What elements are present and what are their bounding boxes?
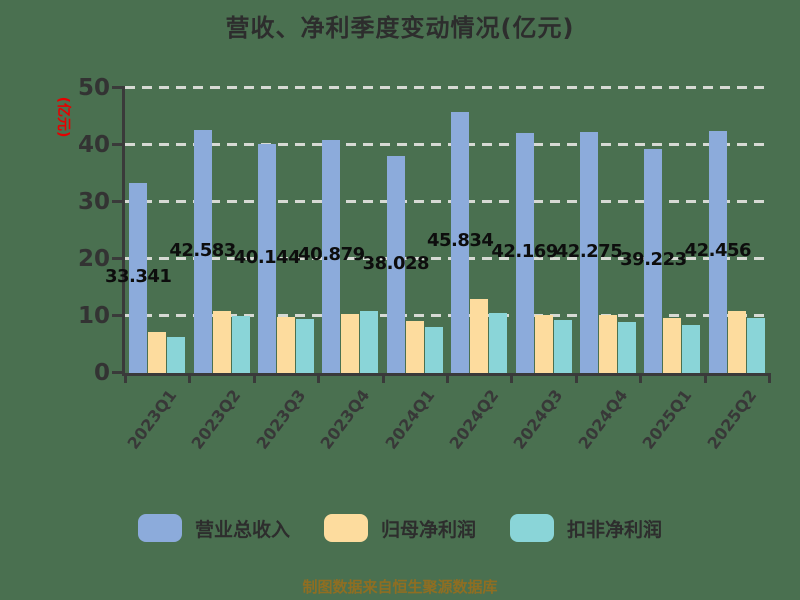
revenue-swatch-icon [137, 514, 182, 542]
x-axis-tick [446, 373, 449, 383]
gridline-30 [125, 200, 769, 203]
x-tick-label-2023Q3: 2023Q3 [252, 386, 310, 453]
legend-item-net-profit[interactable]: 归母净利润 [323, 514, 476, 542]
x-axis-tick [574, 373, 578, 383]
gridline-10 [125, 314, 769, 317]
bar-non-recurring-net-profit-2023Q1 [167, 336, 186, 373]
bar-value-label-2023Q3: 40.144 [233, 246, 301, 268]
bar-net-profit-2025Q2 [727, 310, 746, 373]
bar-value-label-2024Q1: 38.028 [362, 252, 430, 274]
bar-non-recurring-net-profit-2024Q1 [424, 326, 443, 373]
bar-net-profit-2023Q1 [148, 331, 167, 373]
gridline-50 [125, 86, 769, 89]
non-recurring-swatch-icon [510, 514, 554, 542]
y-tick-0 [112, 371, 125, 374]
y-tick-10 [112, 314, 125, 317]
bar-value-label-2024Q2: 45.834 [426, 230, 494, 252]
bar-non-recurring-net-profit-2023Q2 [231, 316, 250, 373]
y-tick-50 [112, 86, 125, 89]
x-tick-label-2023Q1: 2023Q1 [123, 386, 181, 453]
bar-non-recurring-net-profit-2024Q4 [618, 322, 636, 373]
x-tick-label-2023Q4: 2023Q4 [316, 386, 374, 453]
bar-revenue-2024Q2 [451, 111, 470, 373]
y-tick-label-0: 0 [93, 360, 110, 386]
y-tick-label-10: 10 [77, 303, 110, 329]
y-tick-label-30: 30 [77, 189, 110, 215]
bar-net-profit-2023Q4 [341, 313, 360, 373]
gridline-40 [125, 143, 769, 146]
bar-net-profit-2023Q2 [212, 311, 231, 373]
bar-revenue-2023Q4 [322, 140, 341, 373]
bar-revenue-2024Q4 [580, 132, 598, 373]
legend-item-non-recurring[interactable]: 扣非净利润 [510, 514, 662, 542]
net-profit-swatch-icon [323, 514, 368, 542]
chart-legend: 营业总收入 归母净利润 扣非净利润 [0, 514, 800, 542]
bar-net-profit-2024Q1 [405, 320, 424, 373]
legend-item-revenue[interactable]: 营业总收入 [137, 514, 290, 542]
bar-revenue-2023Q2 [193, 130, 212, 373]
legend-label-revenue: 营业总收入 [194, 518, 290, 541]
bar-non-recurring-net-profit-2025Q1 [682, 324, 701, 373]
bar-value-label-2023Q2: 42.583 [169, 239, 236, 261]
x-tick-label-2024Q3: 2024Q3 [509, 386, 567, 453]
bar-non-recurring-net-profit-2024Q2 [489, 312, 508, 373]
x-tick-label-2024Q2: 2024Q2 [445, 386, 503, 453]
bar-revenue-2025Q1 [644, 149, 663, 373]
bar-revenue-2025Q2 [708, 131, 727, 373]
bar-non-recurring-net-profit-2023Q3 [296, 319, 314, 373]
bar-net-profit-2024Q2 [470, 298, 489, 373]
bar-net-profit-2024Q3 [534, 314, 553, 373]
bar-revenue-2023Q3 [258, 144, 276, 373]
x-axis-tick [124, 373, 127, 383]
x-axis-tick [381, 373, 385, 383]
x-tick-label-2025Q1: 2025Q1 [638, 386, 696, 453]
x-axis-tick [768, 373, 771, 383]
bar-net-profit-2024Q4 [599, 315, 617, 373]
chart-title: 营收、净利季度变动情况(亿元) [225, 14, 575, 42]
bar-value-label-2025Q1: 39.223 [620, 249, 687, 271]
gridline-20 [125, 257, 769, 260]
bar-net-profit-2023Q3 [277, 316, 295, 373]
x-tick-label-2024Q1: 2024Q1 [381, 386, 438, 453]
x-tick-label-2024Q4: 2024Q4 [574, 386, 632, 453]
x-axis-tick [252, 373, 256, 383]
bar-revenue-2024Q3 [515, 132, 534, 373]
bar-revenue-2023Q1 [129, 182, 148, 373]
y-tick-40 [112, 143, 125, 146]
y-tick-20 [112, 257, 125, 260]
bar-non-recurring-net-profit-2025Q2 [746, 318, 765, 373]
x-axis-tick [703, 373, 707, 383]
y-tick-label-40: 40 [77, 132, 110, 158]
bar-value-label-2024Q4: 42.275 [555, 240, 623, 262]
x-axis-tick [639, 373, 643, 383]
bar-value-label-2023Q1: 33.341 [104, 265, 172, 287]
x-axis-tick [317, 373, 321, 383]
x-axis-tick [510, 373, 514, 383]
bar-non-recurring-net-profit-2023Q4 [360, 311, 379, 373]
legend-label-non-recurring: 扣非净利润 [567, 518, 663, 541]
x-tick-label-2023Q2: 2023Q2 [187, 386, 245, 453]
y-tick-label-20: 20 [77, 246, 110, 272]
bar-value-label-2025Q2: 42.456 [684, 240, 752, 261]
bar-value-label-2024Q3: 42.169 [491, 240, 558, 262]
x-axis-tick [188, 373, 192, 383]
bar-non-recurring-net-profit-2024Q3 [553, 320, 572, 373]
bar-net-profit-2025Q1 [663, 318, 682, 373]
x-tick-label-2025Q2: 2025Q2 [703, 386, 760, 453]
y-tick-30 [112, 200, 125, 203]
chart-plot-area [122, 86, 769, 376]
bar-value-label-2023Q4: 40.879 [298, 244, 365, 266]
data-source-note: 制图数据来自恒生聚源数据库 [302, 578, 498, 596]
legend-label-net-profit: 归母净利润 [380, 518, 476, 541]
y-tick-label-50: 50 [77, 75, 110, 101]
bar-revenue-2024Q1 [386, 156, 405, 373]
